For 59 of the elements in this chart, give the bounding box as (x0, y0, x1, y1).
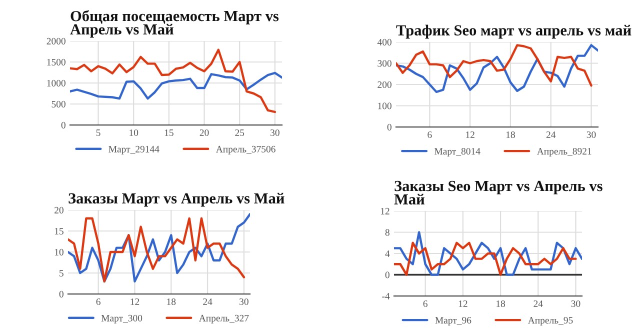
x-tick-label: 5 (96, 130, 100, 136)
y-tick-label: 1000 (47, 80, 66, 86)
x-tick-label: 6 (428, 131, 432, 138)
legend-label: Март_29144 (108, 146, 160, 154)
y-tick-label: 400 (377, 38, 392, 46)
line-series (394, 242, 577, 276)
x-tick-label: 30 (586, 131, 596, 138)
x-tick-label: 15 (164, 129, 174, 136)
y-tick-label: 500 (52, 100, 66, 108)
x-tick-label: 24 (546, 131, 556, 138)
y-tick-label: 300 (378, 60, 392, 67)
x-tick-label: 30 (270, 129, 280, 136)
chart-title: Заказы Март vs Апрель vs Май (68, 192, 284, 207)
y-tick-label: 15 (54, 228, 64, 234)
legend-label: Апрель_95 (528, 317, 573, 326)
x-tick-label: 18 (167, 298, 176, 306)
legend-label: Март_300 (101, 314, 142, 324)
x-tick-label: 18 (506, 131, 515, 138)
y-tick-label: 10 (54, 248, 64, 256)
y-tick-label: 0 (385, 272, 390, 278)
y-tick-label: 4 (385, 250, 390, 257)
y-tick-label: 8 (385, 229, 390, 236)
y-tick-label: 12 (380, 208, 390, 214)
chart-title: Трафик Seo март vs апрель vs май (396, 24, 632, 39)
x-tick-label: 12 (466, 131, 474, 138)
legend-label: Апрель_8921 (536, 148, 592, 157)
x-tick-label: 24 (203, 298, 212, 305)
x-tick-label: 18 (496, 300, 506, 308)
y-tick-label: 0 (59, 290, 64, 298)
y-tick-label: 100 (378, 102, 392, 110)
x-tick-label: 10 (130, 129, 138, 136)
y-tick-label: 200 (378, 81, 392, 88)
x-tick-label: 30 (240, 298, 248, 306)
legend-label: Апрель_327 (198, 314, 249, 324)
y-tick-label: -4 (382, 292, 390, 300)
x-tick-label: 12 (458, 300, 468, 307)
legend-label: Март_96 (435, 317, 472, 326)
line-series (70, 48, 276, 114)
y-tick-label: 1500 (47, 58, 66, 66)
x-tick-label: 30 (571, 300, 580, 308)
line-series (70, 72, 282, 100)
legend-label: Апрель_37506 (216, 146, 276, 154)
line-series (396, 44, 598, 94)
chart-title: Общая посещаемость Март vs Апрель vs Май (70, 10, 279, 38)
y-tick-label: 0 (61, 122, 66, 128)
y-tick-label: 0 (387, 124, 392, 130)
x-tick-label: 24 (534, 300, 543, 307)
y-tick-label: 5 (60, 270, 64, 276)
line-series (396, 44, 592, 87)
x-tick-label: 12 (130, 298, 140, 305)
x-tick-label: 6 (96, 298, 100, 306)
line-series (394, 231, 582, 276)
x-tick-label: 6 (423, 300, 428, 308)
y-tick-label: 20 (54, 206, 64, 214)
legend-label: Март_8014 (434, 148, 480, 157)
x-tick-label: 20 (200, 129, 209, 136)
x-tick-label: 25 (235, 129, 244, 136)
y-tick-label: 2000 (46, 38, 66, 44)
chart-title: Заказы Seo Март vs Апрель vs Май (394, 180, 602, 204)
